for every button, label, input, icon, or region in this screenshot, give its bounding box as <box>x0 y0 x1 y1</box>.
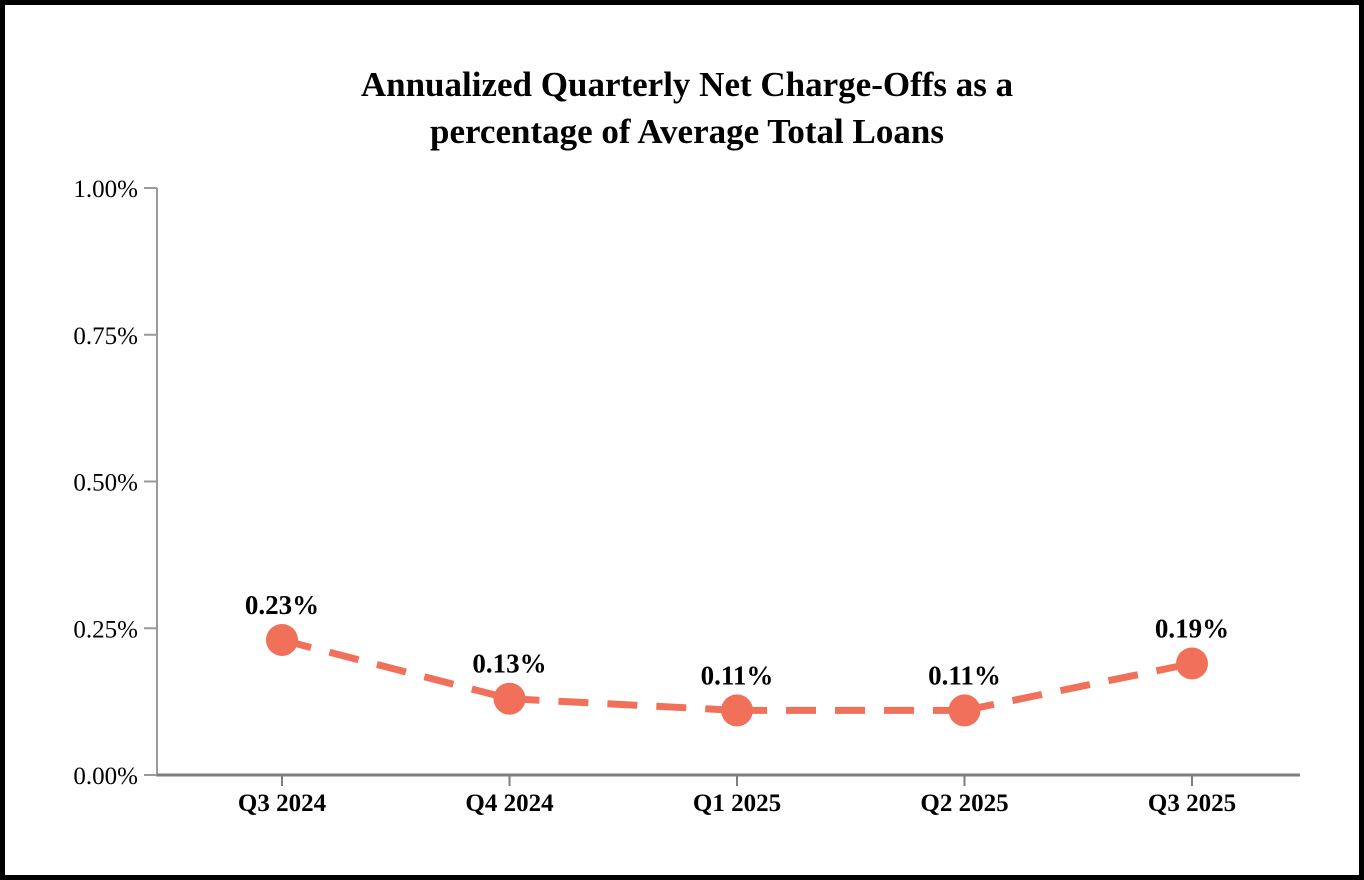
data-point-label: 0.11% <box>928 660 1001 690</box>
series-segment <box>509 695 738 714</box>
x-tick-label: Q3 2024 <box>238 790 327 817</box>
x-tick-label: Q2 2025 <box>920 790 1008 817</box>
y-tick-label: 0.00% <box>73 763 138 790</box>
data-point-label: 0.19% <box>1155 613 1229 643</box>
data-point-marker <box>493 682 526 715</box>
data-point-label: 0.23% <box>245 590 319 620</box>
chart-title-line1: Annualized Quarterly Net Charge-Offs as … <box>360 65 1014 104</box>
y-tick-label: 1.00% <box>73 176 138 203</box>
y-tick-label: 0.75% <box>73 323 138 350</box>
data-point-label: 0.13% <box>472 649 546 679</box>
series-segment <box>963 660 1193 714</box>
chart-title-line2: percentage of Average Total Loans <box>430 112 944 151</box>
x-tick-label: Q1 2025 <box>693 790 781 817</box>
y-tick-label: 0.25% <box>73 616 138 643</box>
x-tick-label: Q4 2024 <box>465 790 554 817</box>
data-point-marker <box>1176 647 1208 680</box>
data-point-marker <box>948 694 981 727</box>
chart-title: Annualized Quarterly Net Charge-Offs as … <box>5 61 1359 155</box>
series-segment <box>281 636 511 703</box>
x-tick-label: Q3 2025 <box>1148 790 1236 817</box>
data-point-marker <box>266 623 298 656</box>
y-tick-label: 0.50% <box>73 470 138 497</box>
data-point-label: 0.11% <box>701 660 774 690</box>
data-point-marker <box>721 694 753 727</box>
chart-canvas: 1.00% 0.75% 0.50% 0.25% 0.00% Q3 2024 Q4 2024 Q… <box>73 176 1300 817</box>
